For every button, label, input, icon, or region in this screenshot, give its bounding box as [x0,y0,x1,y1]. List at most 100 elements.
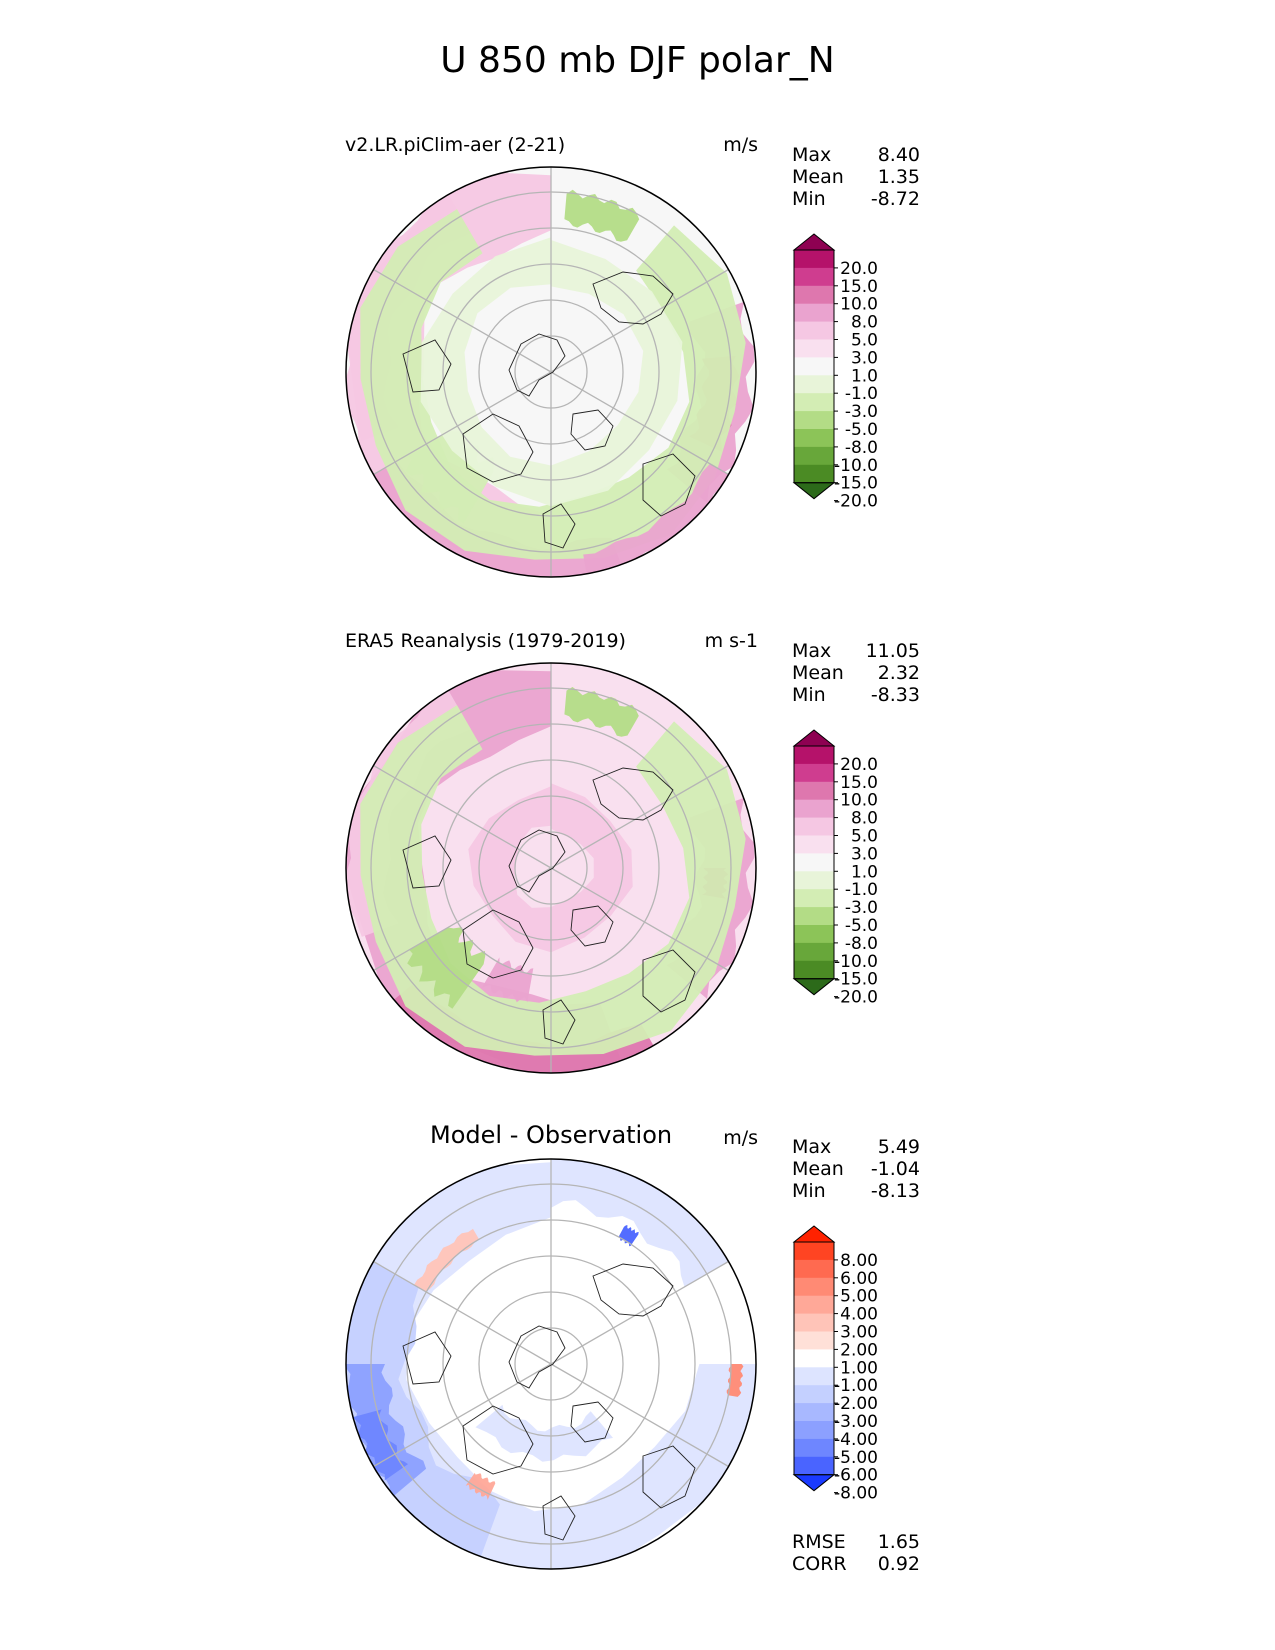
panel-3-max-label: Max [792,1136,832,1158]
cbar-1-extend-bottom [792,978,836,996]
cbar-1-bin [794,781,834,801]
cbar-0-tick-label: 5.0 [851,331,878,351]
cbar-0-tick-label: -5.0 [845,420,878,440]
cbar-0-tick-label: -20.0 [834,492,878,512]
panel-1-meridian-line [550,371,729,476]
panel-2-title: ERA5 Reanalysis (1979-2019) [345,630,626,652]
panel-3-coastline [462,1405,534,1475]
panel-2-field-contour [360,705,746,1056]
panel-3-coastline [402,1331,452,1385]
cbar-1-tick-label: 10.0 [840,791,878,811]
cbar-1-bin [794,853,834,872]
cbar-1-bin [794,835,834,854]
cbar-2-frame [793,1241,835,1476]
cbar-1-tick-label: -8.0 [845,934,878,954]
panel-2-min-value: -8.33 [870,684,920,706]
cbar-0-frame [793,249,835,484]
cbar-2-bin [794,1242,834,1261]
cbar-0-tick-label: -3.0 [845,402,878,422]
panel-1-field-contour [583,463,732,576]
panel-3-corr-label: CORR [792,1553,847,1575]
cbar-2-tick-label: -3.00 [834,1412,878,1432]
cbar-0-tick-label: -15.0 [834,474,878,494]
cbar-1-tick-label: 20.0 [840,755,878,775]
panel-3-corr-value: 0.92 [877,1553,920,1575]
panel-2-units: m s-1 [704,630,758,652]
cbar-2-bin [794,1331,834,1350]
panel-1-mean-label: Mean [792,166,844,188]
panel-3-rmse-value: 1.65 [877,1531,920,1553]
cbar-1-bin [794,960,834,980]
panel-2-meridian-line [373,867,552,972]
cbar-0-bin [794,357,834,376]
cbar-0-tick-label: 15.0 [840,277,878,297]
panel-1-coastline [462,413,534,483]
cbar-0-bin [794,429,834,448]
cbar-1-tick-label: 15.0 [840,773,878,793]
panel-3-meridian-line [373,1363,552,1468]
cbar-1-extend-top [792,729,836,747]
panel-3-meridian-line [550,1260,729,1365]
panel-1-units: m/s [723,134,758,156]
panel-3-mean-label: Mean [792,1158,844,1180]
panel-3-meridian-line [373,1260,552,1365]
cbar-2-tick-label: 5.00 [840,1287,878,1307]
cbar-0-bin [794,303,834,323]
cbar-2-tick-label: 2.00 [840,1340,878,1360]
panel-1-meridian-line [550,268,729,373]
panel-2-coastline [542,999,576,1045]
cbar-1-bin [794,799,834,819]
cbar-1-tick-label: -3.0 [845,898,878,918]
cbar-0-tick-label: -8.0 [845,438,878,458]
panel-1-coastline [402,339,452,393]
panel-1-coastline [570,409,614,451]
cbar-0-tick-label: 3.0 [851,348,878,368]
cbar-2-tick-label: -6.00 [834,1466,878,1486]
cbar-2-tick-label: -8.00 [834,1484,878,1504]
cbar-0-bin [794,321,834,340]
panel-1-coastline [508,333,566,397]
cbar-0-tick-label: -10.0 [834,456,878,476]
cbar-2-tick-label: 3.00 [840,1323,878,1343]
panel-2-meridian-line [550,764,729,869]
panel-3-field-contour [475,1404,613,1462]
cbar-2-tick-label: 1.00 [840,1358,878,1378]
panel-2-field-contour [481,957,534,1003]
panel-3-coastline [642,1445,696,1509]
cbar-2-tick-label: -1.00 [834,1376,878,1396]
panel-1-min-label: Min [792,188,826,210]
cbar-1-tick-label: -15.0 [834,970,878,990]
cbar-1-bin [794,817,834,836]
panel-2-coastline [642,949,696,1013]
cbar-0-bin [794,393,834,412]
cbar-2-bin [794,1421,834,1440]
panel-3-coastline [508,1325,566,1389]
panel-2-field-contour [407,927,486,1009]
cbar-2-bin [794,1438,834,1458]
panel-1-mean-value: 1.35 [877,166,920,188]
panel-2-coastline [592,767,674,821]
cbar-0-bin [794,267,834,287]
panel-1-title: v2.LR.piClim-aer (2-21) [345,134,566,156]
cbar-1-tick-label: 1.0 [851,862,878,882]
cbar-0-tick-label: 20.0 [840,259,878,279]
panel-1-field-contour [420,237,683,507]
cbar-1-tick-label: -10.0 [834,952,878,972]
cbar-2-tick-label: -4.00 [834,1430,878,1450]
panel-3-coastline [570,1401,614,1443]
cbar-2-tick-label: -2.00 [834,1394,878,1414]
cbar-2-tick-label: -5.00 [834,1448,878,1468]
cbar-2-bin [794,1277,834,1297]
panel-3-units: m/s [723,1127,758,1149]
cbar-1-bin [794,763,834,783]
cbar-0-bin [794,375,834,394]
cbar-2-extend-top [792,1225,836,1243]
cbar-0-bin [794,250,834,269]
cbar-1-bin [794,907,834,926]
panel-1-colorbar: 20.015.010.08.05.03.01.0-1.0-3.0-5.0-8.0… [792,233,878,512]
panel-2-coastline [462,909,534,979]
cbar-1-frame [793,745,835,980]
panel-2-map-boundary [345,662,757,1074]
panel-1-field-contour [564,189,640,242]
cbar-2-bin [794,1349,834,1368]
